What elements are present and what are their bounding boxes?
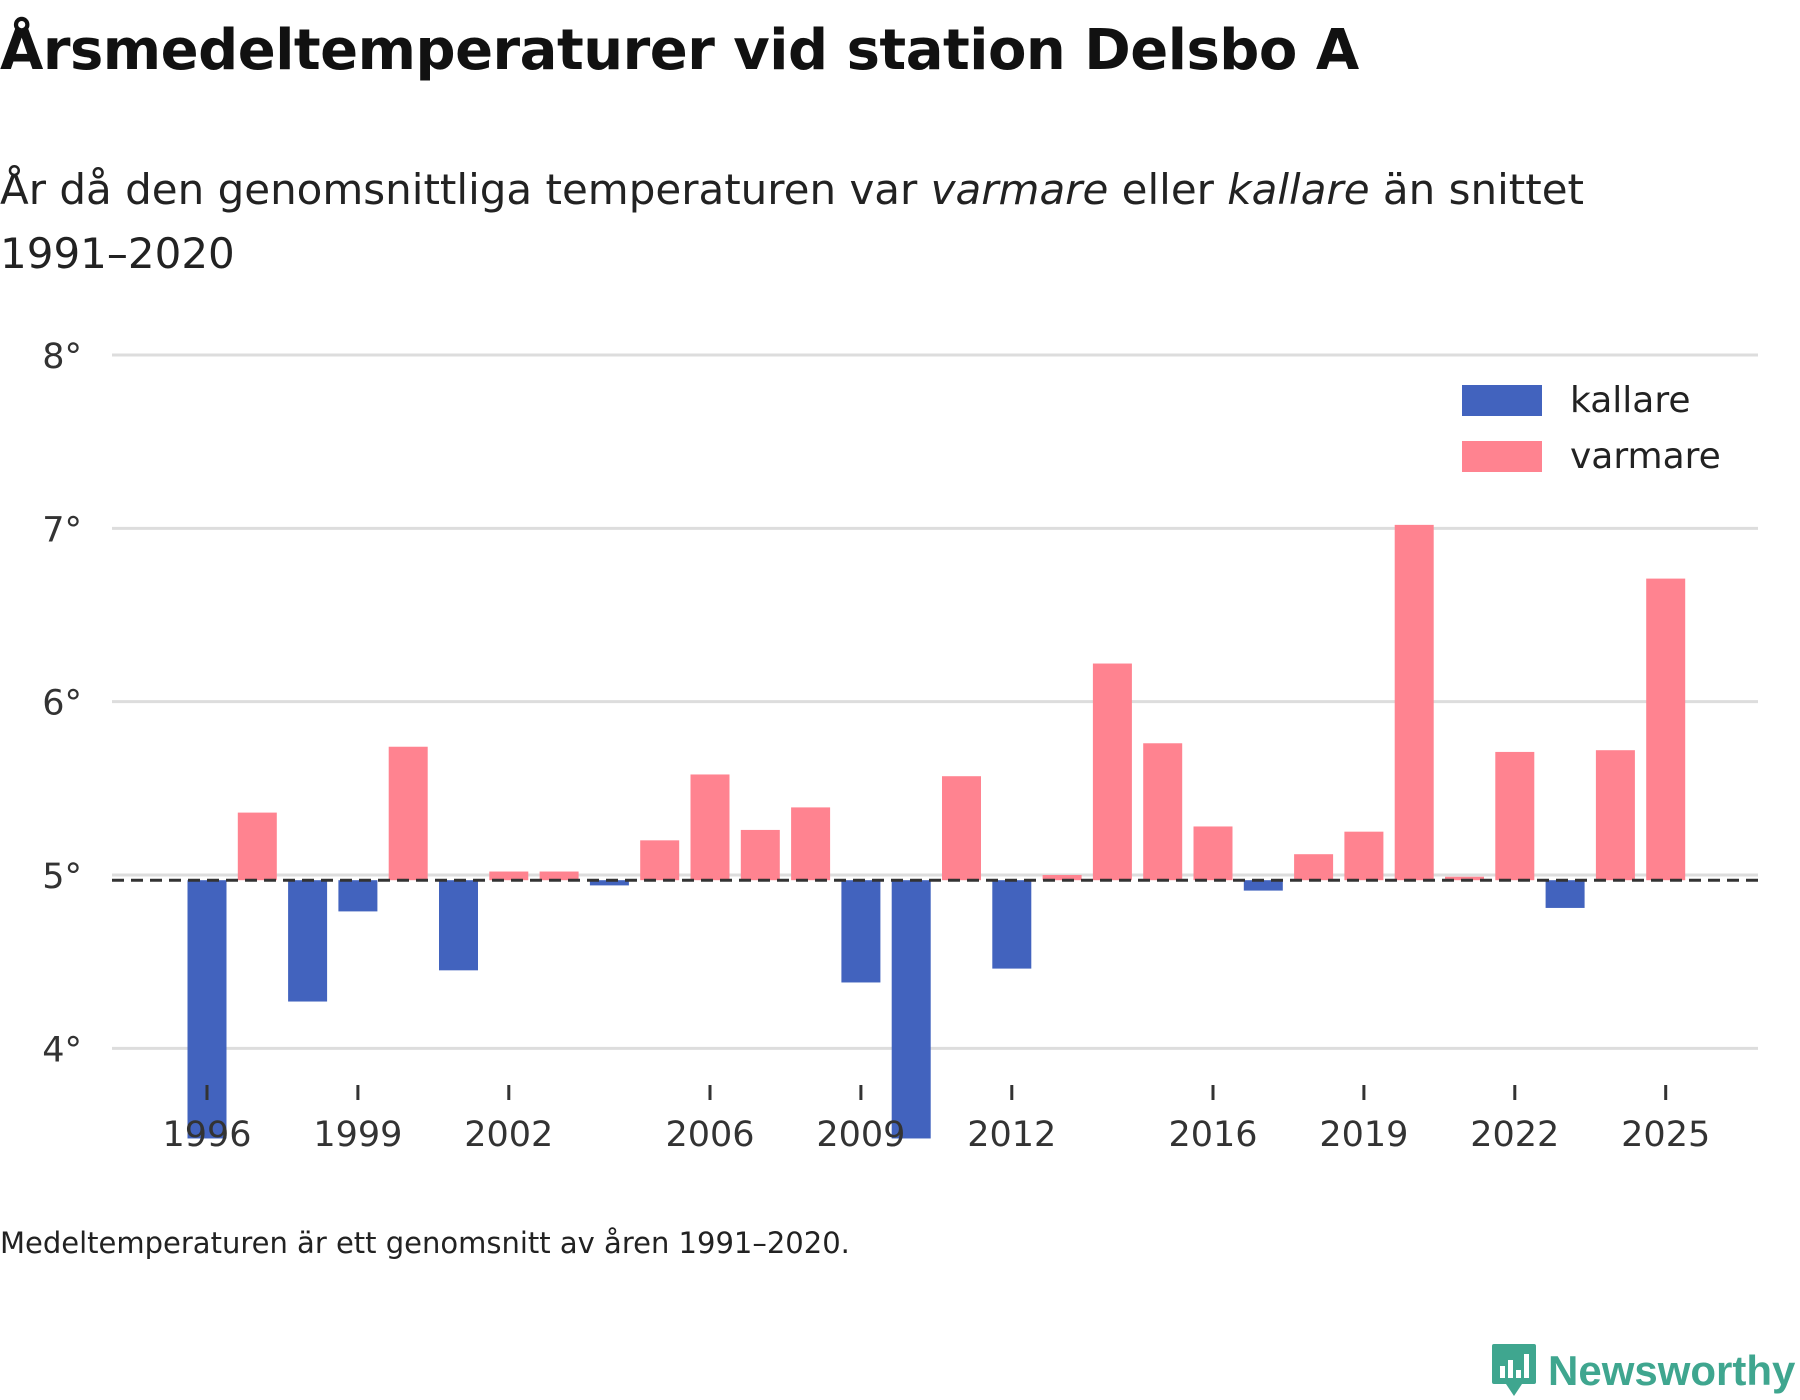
bar-2011 — [942, 776, 981, 881]
chart-title: Årsmedeltemperaturer vid station Delsbo … — [0, 18, 1359, 83]
x-tick-label: 1996 — [162, 1115, 251, 1155]
bar-2003 — [539, 871, 579, 881]
y-tick-label: 7° — [42, 510, 82, 550]
bar-1997 — [237, 812, 277, 881]
brand-logo: Newsworthy — [1490, 1342, 1795, 1400]
bar-2000 — [388, 746, 428, 881]
bar-2008 — [791, 807, 831, 881]
bar-2012 — [992, 880, 1032, 969]
y-tick-label: 5° — [42, 857, 82, 897]
bar-2025 — [1646, 578, 1686, 881]
bar-chart: 4° 5° 6° 7° 8° 1996 1999 2002 2006 2009 2012 2016 20… — [42, 337, 1758, 1155]
bar-2014 — [1092, 663, 1132, 881]
bar-2018 — [1294, 854, 1334, 881]
x-tick-label: 2016 — [1168, 1115, 1257, 1155]
bar-2019 — [1344, 831, 1384, 881]
legend-label-varmare: varmare — [1570, 436, 1721, 477]
legend-swatch-kallare — [1462, 385, 1542, 416]
x-tick-label: 2009 — [816, 1115, 905, 1155]
bar-2016 — [1193, 826, 1233, 881]
chart-caption: Medeltemperaturen är ett genomsnitt av å… — [0, 1226, 850, 1260]
subtitle-part-3: än snittet 1991–2020 — [0, 165, 1585, 278]
bar-2009 — [841, 880, 881, 983]
bar-1999 — [338, 880, 378, 912]
x-tick-label: 2022 — [1470, 1115, 1559, 1155]
subtitle-part-1: År då den genomsnittliga temperaturen va… — [0, 165, 931, 214]
x-tick-label: 1999 — [313, 1115, 402, 1155]
legend-swatch-varmare — [1462, 441, 1542, 472]
bar-2010 — [891, 880, 931, 1139]
bar-2022 — [1495, 751, 1535, 881]
legend-label-kallare: kallare — [1570, 380, 1691, 421]
bar-2001 — [439, 880, 478, 971]
bar-2007 — [740, 829, 780, 881]
bar-2005 — [640, 840, 680, 881]
chart-subtitle: År då den genomsnittliga temperaturen va… — [0, 158, 1700, 286]
x-tick-label: 2012 — [967, 1115, 1056, 1155]
x-tick-label: 2025 — [1621, 1115, 1710, 1155]
bar-2024 — [1595, 750, 1635, 881]
y-tick-label: 4° — [42, 1030, 82, 1070]
bar-2021 — [1445, 876, 1484, 881]
bar-2004 — [589, 880, 629, 886]
bar-2023 — [1545, 880, 1585, 908]
bar-2015 — [1143, 743, 1183, 881]
newsworthy-logo-icon — [1492, 1344, 1536, 1396]
bar-2017 — [1243, 880, 1283, 891]
subtitle-part-2: eller — [1108, 165, 1228, 214]
bar-2006 — [690, 774, 730, 881]
subtitle-varmare: varmare — [930, 165, 1109, 214]
x-tick-label: 2002 — [464, 1115, 553, 1155]
brand-name: Newsworthy — [1548, 1347, 1796, 1394]
y-tick-label: 8° — [42, 337, 82, 377]
subtitle-kallare: kallare — [1227, 165, 1370, 214]
x-tick-label: 2019 — [1319, 1115, 1408, 1155]
y-tick-label: 6° — [42, 684, 82, 724]
bar-2002 — [489, 871, 529, 881]
bar-1998 — [288, 880, 328, 1002]
bar-2020 — [1394, 524, 1434, 881]
bar-2013 — [1042, 875, 1082, 881]
x-tick-label: 2006 — [665, 1115, 754, 1155]
